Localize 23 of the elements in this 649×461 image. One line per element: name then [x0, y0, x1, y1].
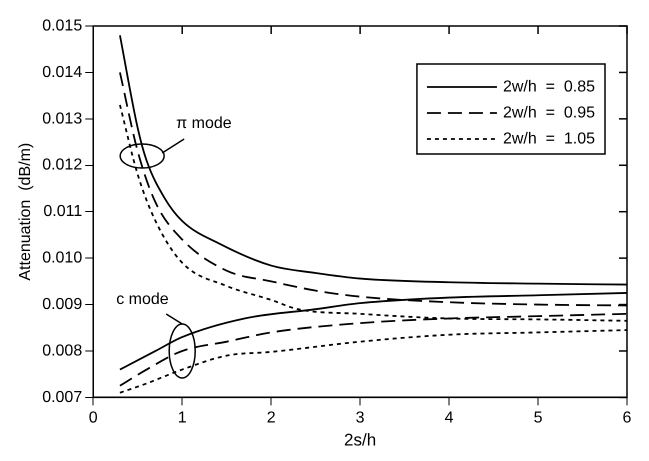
- x-tick-label: 2: [266, 409, 276, 426]
- annotation: c mode: [116, 290, 169, 308]
- legend-label: 2w/h = 0.85: [502, 78, 596, 96]
- x-tick-label: 0: [88, 409, 98, 426]
- y-tick-label: 0.010: [42, 250, 82, 267]
- y-tick-label: 0.008: [42, 342, 82, 360]
- y-tick-label: 0.007: [42, 388, 82, 406]
- y-tick-label: 0.009: [42, 296, 82, 313]
- y-tick-label: 0.011: [43, 203, 82, 220]
- y-tick-label: 0.012: [42, 156, 82, 174]
- y-axis-title: Attenuation (dB/m): [17, 142, 34, 281]
- x-tick-label: 3: [356, 409, 365, 426]
- x-tick-label: 1: [178, 409, 187, 426]
- legend-label: 2w/h = 0.95: [502, 104, 596, 122]
- x-tick-label: 4: [444, 409, 454, 426]
- y-tick-label: 0.014: [42, 64, 82, 81]
- y-tick-label: 0.015: [42, 17, 82, 34]
- y-tick-label: 0.013: [42, 110, 82, 128]
- x-tick-label: 5: [534, 409, 543, 426]
- legend-label: 2w/h = 1.05: [502, 130, 596, 148]
- annotation: π mode: [176, 114, 232, 132]
- x-tick-label: 6: [622, 409, 632, 426]
- x-axis-title: 2s/h: [344, 430, 376, 450]
